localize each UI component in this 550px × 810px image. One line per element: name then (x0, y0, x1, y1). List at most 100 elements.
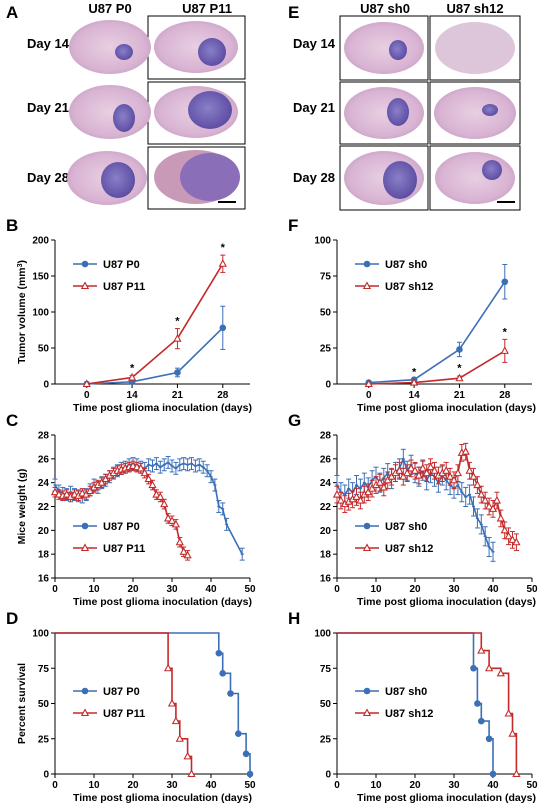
y-tick-label: 50 (320, 308, 332, 319)
panel-e-histology: E U87 sh0 U87 sh12 Day 14 Day 21 Day 28 (288, 1, 521, 211)
data-point (500, 346, 509, 354)
legend-marker (81, 687, 89, 695)
significance-star: * (221, 242, 226, 254)
y-tick-label: 75 (38, 664, 50, 675)
legend-marker (80, 708, 90, 717)
x-tick-label: 10 (370, 780, 382, 791)
panel-letter: H (288, 609, 300, 628)
x-tick-label: 10 (370, 584, 382, 595)
data-point (163, 663, 173, 672)
series-line-0 (368, 281, 506, 384)
data-point (409, 377, 419, 386)
brain-section-image (435, 152, 515, 204)
tumor-region (115, 44, 133, 60)
legend-label: U87 P0 (103, 521, 140, 533)
data-point (219, 670, 226, 677)
x-tick-label: 40 (205, 584, 217, 595)
legend-marker (363, 260, 371, 268)
y-tick-label: 22 (320, 502, 332, 513)
y-tick-label: 25 (38, 734, 50, 745)
tumor-region (188, 91, 232, 129)
data-point (364, 379, 373, 388)
data-point (496, 513, 505, 522)
data-point (477, 645, 486, 654)
tumor-region (389, 40, 407, 60)
panel-a-histology: A U87 P0 U87 P11 Day 14 Day 21 Day 28 (6, 1, 246, 210)
histology-frame (429, 145, 521, 211)
legend-marker (363, 522, 371, 530)
data-point (183, 751, 192, 760)
x-tick-label: 28 (217, 390, 229, 401)
x-tick-label: 30 (448, 584, 460, 595)
x-tick-label: 0 (52, 584, 58, 595)
x-tick-label: 28 (499, 390, 511, 401)
data-point (455, 373, 464, 382)
data-point (148, 480, 157, 489)
x-axis-label: Time post glioma inoculation (days) (73, 596, 252, 608)
data-point (422, 468, 431, 477)
legend-label: U87 P0 (103, 259, 140, 271)
tumor-region (180, 153, 240, 201)
data-point (183, 550, 192, 559)
data-point (82, 379, 91, 388)
legend-label: U87 P0 (103, 686, 140, 698)
data-point (465, 466, 474, 474)
data-point (175, 734, 184, 742)
x-tick-label: 0 (84, 390, 90, 401)
panel-letter: D (6, 609, 18, 628)
data-point (484, 501, 494, 510)
y-tick-label: 200 (32, 236, 49, 247)
x-tick-label: 0 (334, 780, 340, 791)
data-point (167, 698, 177, 707)
data-point (399, 472, 408, 480)
legend-marker (362, 543, 372, 552)
tumor-region (482, 160, 502, 180)
row-label-day28: Day 28 (293, 170, 335, 185)
data-point (171, 519, 181, 528)
data-point (167, 516, 177, 524)
data-point (215, 649, 223, 657)
data-point (173, 333, 182, 342)
histology-frame (339, 145, 429, 211)
series-line-1 (368, 350, 506, 385)
panel-letter-e: E (288, 3, 299, 22)
series-line-0 (337, 632, 494, 774)
column-header-sh12: U87 sh12 (446, 1, 503, 16)
data-point (383, 475, 392, 484)
x-tick-label: 30 (166, 584, 178, 595)
column-header-sh0: U87 sh0 (360, 1, 410, 16)
row-label-day14: Day 14 (27, 36, 70, 51)
legend-marker (362, 281, 372, 290)
data-point (62, 489, 71, 498)
x-tick-label: 30 (448, 780, 460, 791)
x-tick-label: 50 (244, 780, 256, 791)
data-point (242, 750, 250, 758)
data-point (406, 463, 416, 472)
data-point (179, 547, 188, 555)
data-point (508, 729, 517, 737)
data-point (456, 346, 463, 353)
x-axis-label: Time post glioma inoculation (days) (73, 402, 252, 414)
y-tick-label: 20 (320, 526, 332, 537)
data-point (512, 769, 521, 778)
y-tick-label: 24 (38, 478, 50, 489)
panel-letter: F (288, 216, 298, 235)
legend-label: U87 sh12 (385, 543, 433, 555)
x-axis-label: Time post glioma inoculation (days) (73, 792, 252, 804)
data-point (218, 259, 227, 267)
data-point (496, 668, 505, 677)
data-point (484, 663, 494, 672)
y-tick-label: 16 (320, 574, 332, 585)
significance-star: * (457, 362, 462, 374)
x-tick-label: 50 (244, 584, 256, 595)
data-point (387, 472, 396, 480)
y-tick-label: 50 (320, 699, 332, 710)
data-point (246, 770, 254, 778)
y-tick-label: 28 (38, 431, 50, 442)
data-point (235, 730, 242, 737)
series-line-1 (337, 632, 518, 774)
data-point (367, 483, 377, 492)
